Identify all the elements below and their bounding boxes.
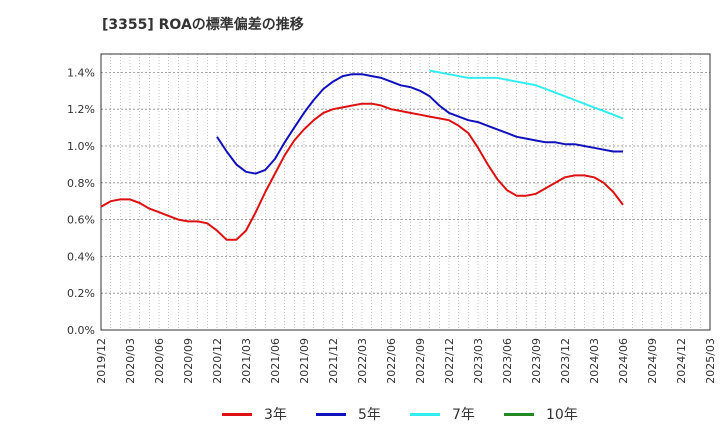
x-tick-label: 2021/06 [269, 338, 282, 384]
x-tick-label: 2024/06 [617, 338, 630, 384]
x-tick-label: 2020/12 [211, 338, 224, 384]
y-tick-label: 1.2% [67, 103, 95, 116]
x-tick-label: 2019/12 [95, 338, 108, 384]
x-tick-label: 2020/03 [124, 338, 137, 384]
x-tick-label: 2021/09 [298, 338, 311, 384]
y-tick-label: 1.0% [67, 140, 95, 153]
y-tick-label: 0.2% [67, 287, 95, 300]
x-tick-label: 2023/12 [559, 338, 572, 384]
x-tick-label: 2024/12 [675, 338, 688, 384]
x-tick-label: 2023/06 [501, 338, 514, 384]
y-tick-label: 0.0% [67, 324, 95, 337]
legend-label-7y: 7年 [452, 407, 475, 423]
series-line-2 [429, 69, 624, 120]
legend-swatch-7y [410, 413, 440, 416]
legend: 3年 5年 7年 10年 [0, 402, 720, 428]
x-tick-label: 2021/03 [240, 338, 253, 384]
x-axis-tick-labels: 2019/12 2020/03 2020/06 2020/09 2020/12 2021/… [95, 338, 717, 384]
x-tick-label: 2020/09 [182, 338, 195, 384]
legend-label-5y: 5年 [358, 407, 381, 423]
legend-swatch-10y [504, 413, 534, 416]
x-tick-label: 2023/09 [530, 338, 543, 384]
x-tick-label: 2020/06 [153, 338, 166, 384]
grid-lines [101, 54, 710, 330]
legend-swatch-3y [222, 413, 252, 416]
legend-label-10y: 10年 [546, 407, 578, 423]
x-tick-label: 2024/03 [588, 338, 601, 384]
series-line-0 [100, 102, 624, 241]
plot-area-frame [100, 53, 711, 331]
chart-title: [3355] ROAの標準偏差の推移 [102, 17, 304, 33]
y-tick-label: 1.4% [67, 66, 95, 79]
x-tick-label: 2022/06 [385, 338, 398, 384]
series-line-1 [216, 73, 623, 175]
legend-swatch-5y [316, 413, 346, 416]
series-lines [100, 69, 624, 241]
y-axis-tick-labels: 0.0% 0.2% 0.4% 0.6% 0.8% 1.0% 1.2% 1.4% [67, 66, 95, 337]
y-tick-label: 0.8% [67, 177, 95, 190]
x-tick-label: 2022/09 [414, 338, 427, 384]
x-tick-label: 2023/03 [472, 338, 485, 384]
x-tick-label: 2022/12 [443, 338, 456, 384]
x-tick-label: 2024/09 [646, 338, 659, 384]
y-tick-label: 0.6% [67, 214, 95, 227]
x-tick-label: 2025/03 [704, 338, 717, 384]
y-tick-label: 0.4% [67, 250, 95, 263]
legend-label-3y: 3年 [264, 407, 287, 423]
x-tick-label: 2022/03 [356, 338, 369, 384]
x-tick-label: 2021/12 [327, 338, 340, 384]
